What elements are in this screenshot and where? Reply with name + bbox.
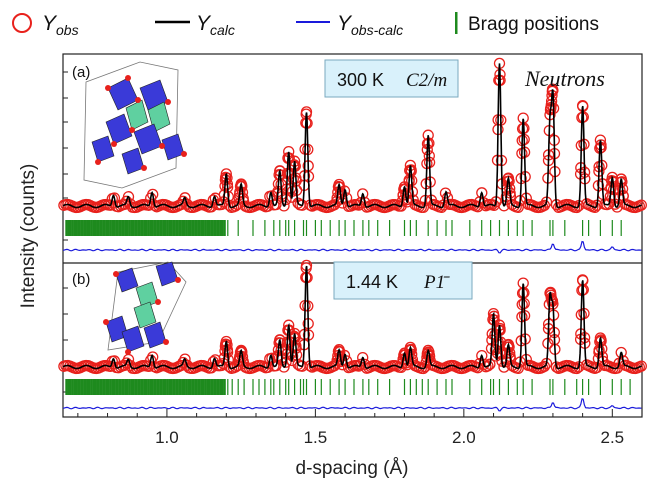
panel-letter-a: (a) (72, 64, 90, 81)
observed-point (482, 360, 494, 372)
difference-line (62, 398, 642, 412)
observed-point (635, 360, 647, 372)
legend-marker-obs (12, 13, 32, 33)
crystal-structure-inset-a (83, 61, 187, 189)
legend-label-calc: Ycalc (196, 12, 235, 38)
observed-point (270, 198, 282, 211)
observed-point (435, 201, 448, 214)
annotation-neutrons: Neutrons (524, 66, 605, 91)
label-b-temp: 1.44 K (346, 272, 398, 292)
observed-point (328, 199, 341, 211)
observed-point (538, 360, 551, 373)
observed-point (278, 200, 290, 212)
difference-line (62, 240, 642, 254)
observed-point (357, 188, 369, 200)
label-b-group: P1̄ (423, 272, 450, 293)
observed-point (476, 349, 488, 362)
observed-point (615, 346, 627, 359)
legend-label-obs: Yobs (42, 12, 79, 38)
label-box-b: 1.44 K P1̄ (333, 261, 473, 300)
observed-point (118, 359, 131, 372)
panel-a (58, 57, 647, 254)
calculated-line (62, 63, 642, 209)
observed-point (606, 171, 618, 184)
observed-point (179, 192, 191, 204)
observed-point (512, 201, 524, 214)
x-tick-label: 2.0 (452, 428, 476, 447)
plot-frame (62, 53, 643, 418)
observed-point (417, 201, 429, 214)
observed-point (357, 351, 369, 364)
y-axis-title: Intensity (counts) (18, 164, 39, 309)
x-tick-label: 1.0 (155, 428, 179, 447)
observed-point (175, 359, 187, 372)
observed-point (635, 199, 647, 211)
label-a-group: C2/m (406, 70, 447, 91)
x-tick-label: 1.5 (304, 428, 328, 447)
x-axis-title: d-spacing (Å) (296, 458, 409, 479)
observed-point (512, 362, 524, 375)
panel-letter-b: (b) (72, 271, 90, 288)
observed-point (571, 201, 583, 214)
legend-label-diff: Yobs-calc (337, 12, 403, 38)
x-axis: 1.0 1.5 2.0 2.5 (77, 409, 643, 447)
legend: Yobs Ycalc Yobs-calc Bragg positions (12, 12, 599, 38)
observed-point (484, 358, 496, 370)
panel-b (58, 259, 647, 412)
y-axis-ticks (63, 71, 68, 393)
crystal-structure-inset-b (103, 261, 187, 355)
observed-point (122, 191, 135, 203)
observed-point (262, 361, 274, 374)
observed-point (589, 201, 601, 214)
label-a-temp: 300 K (337, 70, 384, 90)
x-tick-label: 2.5 (600, 428, 624, 447)
observed-point (147, 188, 159, 201)
observed-point (400, 357, 413, 369)
observed-point (545, 289, 557, 301)
label-box-a: 300 K C2/m (324, 59, 459, 98)
legend-label-bragg: Bragg positions (468, 14, 599, 35)
legend-marker-bragg (455, 12, 458, 34)
observed-point (571, 362, 583, 375)
calculated-line (62, 265, 642, 370)
